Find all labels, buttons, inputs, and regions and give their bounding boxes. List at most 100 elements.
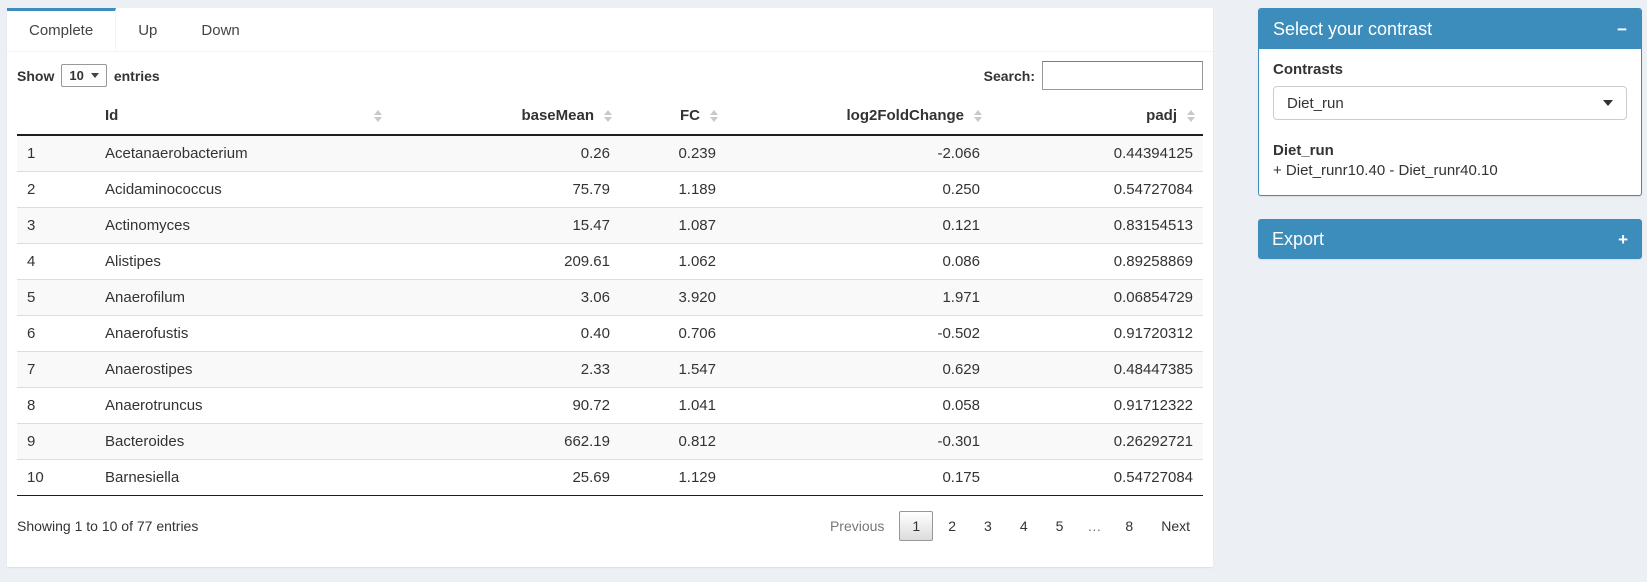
column-header-fc[interactable]: FC (620, 98, 726, 136)
cell-padj: 0.06854729 (990, 279, 1203, 316)
entries-label: entries (113, 67, 160, 84)
sort-icon (710, 110, 718, 122)
collapse-icon[interactable]: − (1617, 19, 1627, 39)
row-index: 8 (17, 387, 95, 424)
table-row: 9 Bacteroides 662.19 0.812 -0.301 0.26292721 (17, 423, 1203, 460)
table-row: 2 Acidaminococcus 75.79 1.189 0.250 0.5472708… (17, 171, 1203, 208)
row-index: 4 (17, 243, 95, 280)
cell-basemean: 75.79 (390, 171, 620, 208)
table-row: 6 Anaerofustis 0.40 0.706 -0.502 0.91720312 (17, 315, 1203, 352)
cell-padj: 0.89258869 (990, 243, 1203, 280)
table-row: 8 Anaerotruncus 90.72 1.041 0.058 0.91712322 (17, 387, 1203, 424)
tab-complete[interactable]: Complete (7, 8, 117, 51)
cell-fc: 3.920 (620, 279, 726, 316)
table-controls: Show 10 entries Search: (17, 61, 1203, 90)
cell-basemean: 209.61 (390, 243, 620, 280)
cell-padj: 0.83154513 (990, 207, 1203, 244)
table-info: Showing 1 to 10 of 77 entries (17, 518, 199, 534)
cell-padj: 0.26292721 (990, 423, 1203, 460)
page-button-3[interactable]: 3 (984, 518, 992, 534)
table-row: 10 Barnesiella 25.69 1.129 0.175 0.54727084 (17, 459, 1203, 496)
cell-log2foldchange: -0.502 (726, 315, 990, 352)
cell-log2foldchange: -0.301 (726, 423, 990, 460)
cell-id: Anaerostipes (95, 351, 390, 388)
page-button-8[interactable]: 8 (1125, 518, 1134, 534)
entries-select-value: 10 (69, 68, 84, 83)
cell-id: Bacteroides (95, 423, 390, 460)
contrast-name: Diet_run (1273, 142, 1334, 159)
export-panel-header: Export + (1258, 219, 1642, 259)
page-button-4[interactable]: 4 (1019, 518, 1028, 534)
cell-fc: 0.239 (678, 145, 716, 162)
page-button-previous[interactable]: Previous (829, 518, 885, 534)
column-header-padj[interactable]: padj (990, 98, 1203, 136)
row-index: 2 (17, 171, 95, 208)
table-row: 4 Alistipes 209.61 1.062 0.086 0.89258869 (17, 243, 1203, 280)
table-header-row: Id baseMean FC log2FoldChange (17, 98, 1203, 136)
column-header-log2foldchange[interactable]: log2FoldChange (726, 98, 990, 136)
column-header-rownum (17, 98, 95, 136)
cell-padj: 0.44394125 (1113, 145, 1193, 162)
sidebar: Select your contrast − Contrasts Diet_ru… (1258, 8, 1642, 582)
cell-basemean: 90.72 (390, 387, 620, 424)
sort-icon (604, 110, 612, 122)
contrast-formula: + Diet_runr10.40 - Diet_runr40.10 (1273, 162, 1498, 179)
table-body: 1 Acetanaerobacterium 0.26 0.239 -2.066 0.443… (17, 135, 1203, 496)
cell-fc: 1.062 (620, 243, 726, 280)
row-index: 9 (17, 423, 95, 460)
cell-basemean: 0.40 (390, 315, 620, 352)
cell-log2foldchange: 1.971 (726, 279, 990, 316)
cell-padj: 0.54727084 (990, 171, 1203, 208)
export-panel: Export + (1258, 219, 1642, 259)
tab-up[interactable]: Up (138, 22, 158, 39)
row-index: 7 (17, 351, 95, 388)
contrast-panel: Select your contrast − Contrasts Diet_ru… (1258, 8, 1642, 196)
cell-fc: 1.547 (620, 351, 726, 388)
cell-basemean: 2.33 (390, 351, 620, 388)
card-body: Show 10 entries Search: (7, 61, 1213, 541)
table-row: 3 Actinomyces 15.47 1.087 0.121 0.83154513 (17, 207, 1203, 244)
row-index: 3 (17, 207, 95, 244)
cell-basemean: 662.19 (390, 423, 620, 460)
row-index: 5 (17, 279, 95, 316)
column-header-id[interactable]: Id (95, 98, 390, 136)
expand-icon[interactable]: + (1618, 229, 1628, 249)
search-input[interactable] (1042, 61, 1203, 90)
table-row: 1 Acetanaerobacterium 0.26 0.239 -2.066 0.443… (17, 135, 1203, 172)
cell-basemean: 25.69 (390, 459, 620, 496)
cell-basemean: 3.06 (390, 279, 620, 316)
cell-fc: 0.706 (620, 315, 726, 352)
tab-down[interactable]: Down (201, 22, 240, 39)
contrast-panel-body: Contrasts Diet_run Diet_run + Diet_runr1… (1259, 49, 1641, 195)
cell-padj: 0.54727084 (990, 459, 1203, 496)
sort-icon (974, 110, 982, 122)
page-button-ellipsis: … (1087, 518, 1102, 534)
select-arrow-icon (90, 73, 99, 78)
selected-contrast-value: Diet_run (1287, 94, 1344, 112)
cell-log2foldchange: 0.629 (726, 351, 990, 388)
row-index: 10 (17, 459, 95, 496)
table-footer: Showing 1 to 10 of 77 entries Previous 1 2… (17, 496, 1203, 541)
cell-id: Acidaminococcus (95, 171, 390, 208)
page-button-next[interactable]: Next (1161, 518, 1190, 534)
export-panel-title: Export (1272, 228, 1325, 249)
search-control: Search: (984, 61, 1203, 90)
results-table: Id baseMean FC log2FoldChange (17, 98, 1203, 496)
cell-log2foldchange: 0.086 (726, 243, 990, 280)
contrast-panel-title: Select your contrast (1273, 18, 1433, 39)
entries-select[interactable]: 10 (61, 64, 107, 87)
contrast-select[interactable]: Diet_run (1273, 86, 1627, 120)
cell-fc: 1.087 (620, 207, 726, 244)
page-button-1[interactable]: 1 (899, 511, 934, 541)
tab-bar: Complete Up Down (7, 8, 1213, 52)
cell-log2foldchange: 0.058 (726, 387, 990, 424)
column-header-basemean[interactable]: baseMean (390, 98, 620, 136)
cell-basemean: 0.26 (580, 145, 610, 162)
search-label: Search: (983, 67, 1035, 84)
cell-id: Alistipes (95, 243, 390, 280)
page-button-2[interactable]: 2 (948, 518, 957, 534)
page-button-5[interactable]: 5 (1055, 518, 1064, 534)
sort-icon (1187, 110, 1195, 122)
dropdown-caret-icon (1603, 100, 1613, 106)
